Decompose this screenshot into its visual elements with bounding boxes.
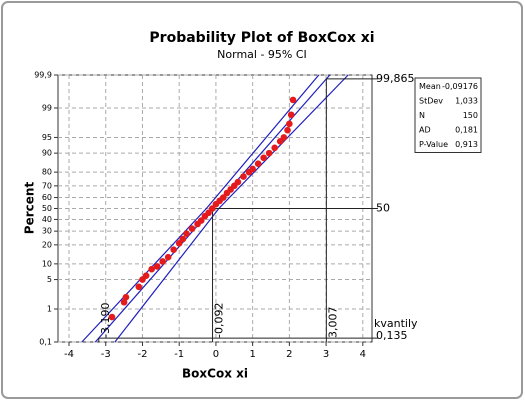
x-tick-label: 4 (360, 349, 366, 360)
data-point (265, 149, 273, 157)
x-tick-label: -4 (64, 349, 74, 360)
data-point (280, 134, 288, 141)
chart-title: Probability Plot of BoxCox xi (149, 30, 374, 46)
stats-value: 1,033 (455, 96, 478, 105)
x-tick-label: -3 (101, 349, 111, 360)
stats-value: 0,913 (455, 140, 478, 149)
x-tick-label: 0 (213, 349, 219, 360)
data-point (240, 173, 247, 180)
y-tick-label: 5 (47, 275, 52, 284)
data-point (179, 235, 187, 243)
data-point (159, 258, 166, 265)
data-point (254, 160, 262, 168)
data-point (284, 126, 291, 134)
y-tick-label: 30 (42, 227, 52, 236)
data-point (108, 313, 116, 321)
reference-percent-label: 99,865 (376, 72, 415, 85)
stats-name: AD (419, 125, 431, 134)
data-point (183, 230, 190, 237)
y-tick-label: 1 (47, 304, 52, 313)
reference-quantile-label: -0,092 (213, 303, 226, 338)
x-tick-label: 2 (286, 349, 292, 360)
data-point (289, 96, 297, 104)
y-tick-label: 50 (42, 204, 52, 213)
x-axis-label: BoxCox xi (182, 367, 248, 381)
x-tick-label: -2 (137, 349, 147, 360)
chart-subtitle: Normal - 95% CI (217, 48, 307, 61)
y-tick-label: 20 (42, 240, 52, 249)
data-point (234, 178, 242, 186)
stats-value: 0,181 (455, 125, 478, 134)
reference-quantile-label: 3,007 (326, 307, 339, 339)
x-tick-label: -1 (174, 349, 184, 360)
x-tick-label: 3 (323, 349, 329, 360)
data-point (122, 293, 130, 301)
y-tick-label: 95 (42, 133, 52, 142)
data-point (271, 144, 278, 152)
y-tick-label: 40 (42, 215, 52, 224)
stats-box (414, 77, 482, 153)
reference-quantile-label: -3,190 (99, 303, 112, 338)
data-point (120, 298, 128, 306)
stats-name: N (419, 111, 425, 120)
quantile-label: kvantily (374, 317, 418, 330)
data-point (148, 265, 155, 273)
y-tick-label: 80 (42, 168, 52, 177)
data-point (260, 154, 267, 162)
stats-name: P-Value (419, 140, 448, 149)
y-tick-label: 70 (42, 181, 52, 190)
y-axis-label: Percent (23, 182, 37, 235)
data-point (219, 194, 227, 201)
data-point (287, 111, 295, 119)
y-tick-label: 99 (42, 104, 52, 113)
data-point (197, 217, 205, 224)
reference-percent-label: 0,135 (376, 329, 408, 342)
data-point (188, 225, 196, 233)
data-point (208, 205, 216, 212)
y-tick-label: 99,9 (34, 71, 52, 80)
data-point (249, 165, 256, 173)
data-point (170, 246, 177, 254)
data-point (205, 209, 212, 217)
x-tick-label: 1 (249, 349, 255, 360)
data-point (142, 272, 150, 279)
y-tick-label: 60 (42, 193, 52, 202)
data-point (135, 283, 143, 291)
stats-value: -0,09176 (442, 82, 478, 91)
stats-value: 150 (463, 111, 478, 120)
y-tick-label: 0,1 (39, 338, 52, 347)
data-point (153, 263, 161, 270)
y-tick-label: 10 (42, 259, 52, 268)
data-point (164, 253, 172, 261)
stats-name: Mean (419, 82, 441, 91)
data-point (175, 240, 183, 247)
y-tick-label: 90 (42, 149, 52, 158)
data-point (286, 120, 293, 128)
stats-name: StDev (419, 96, 443, 105)
reference-percent-label: 50 (376, 202, 390, 215)
